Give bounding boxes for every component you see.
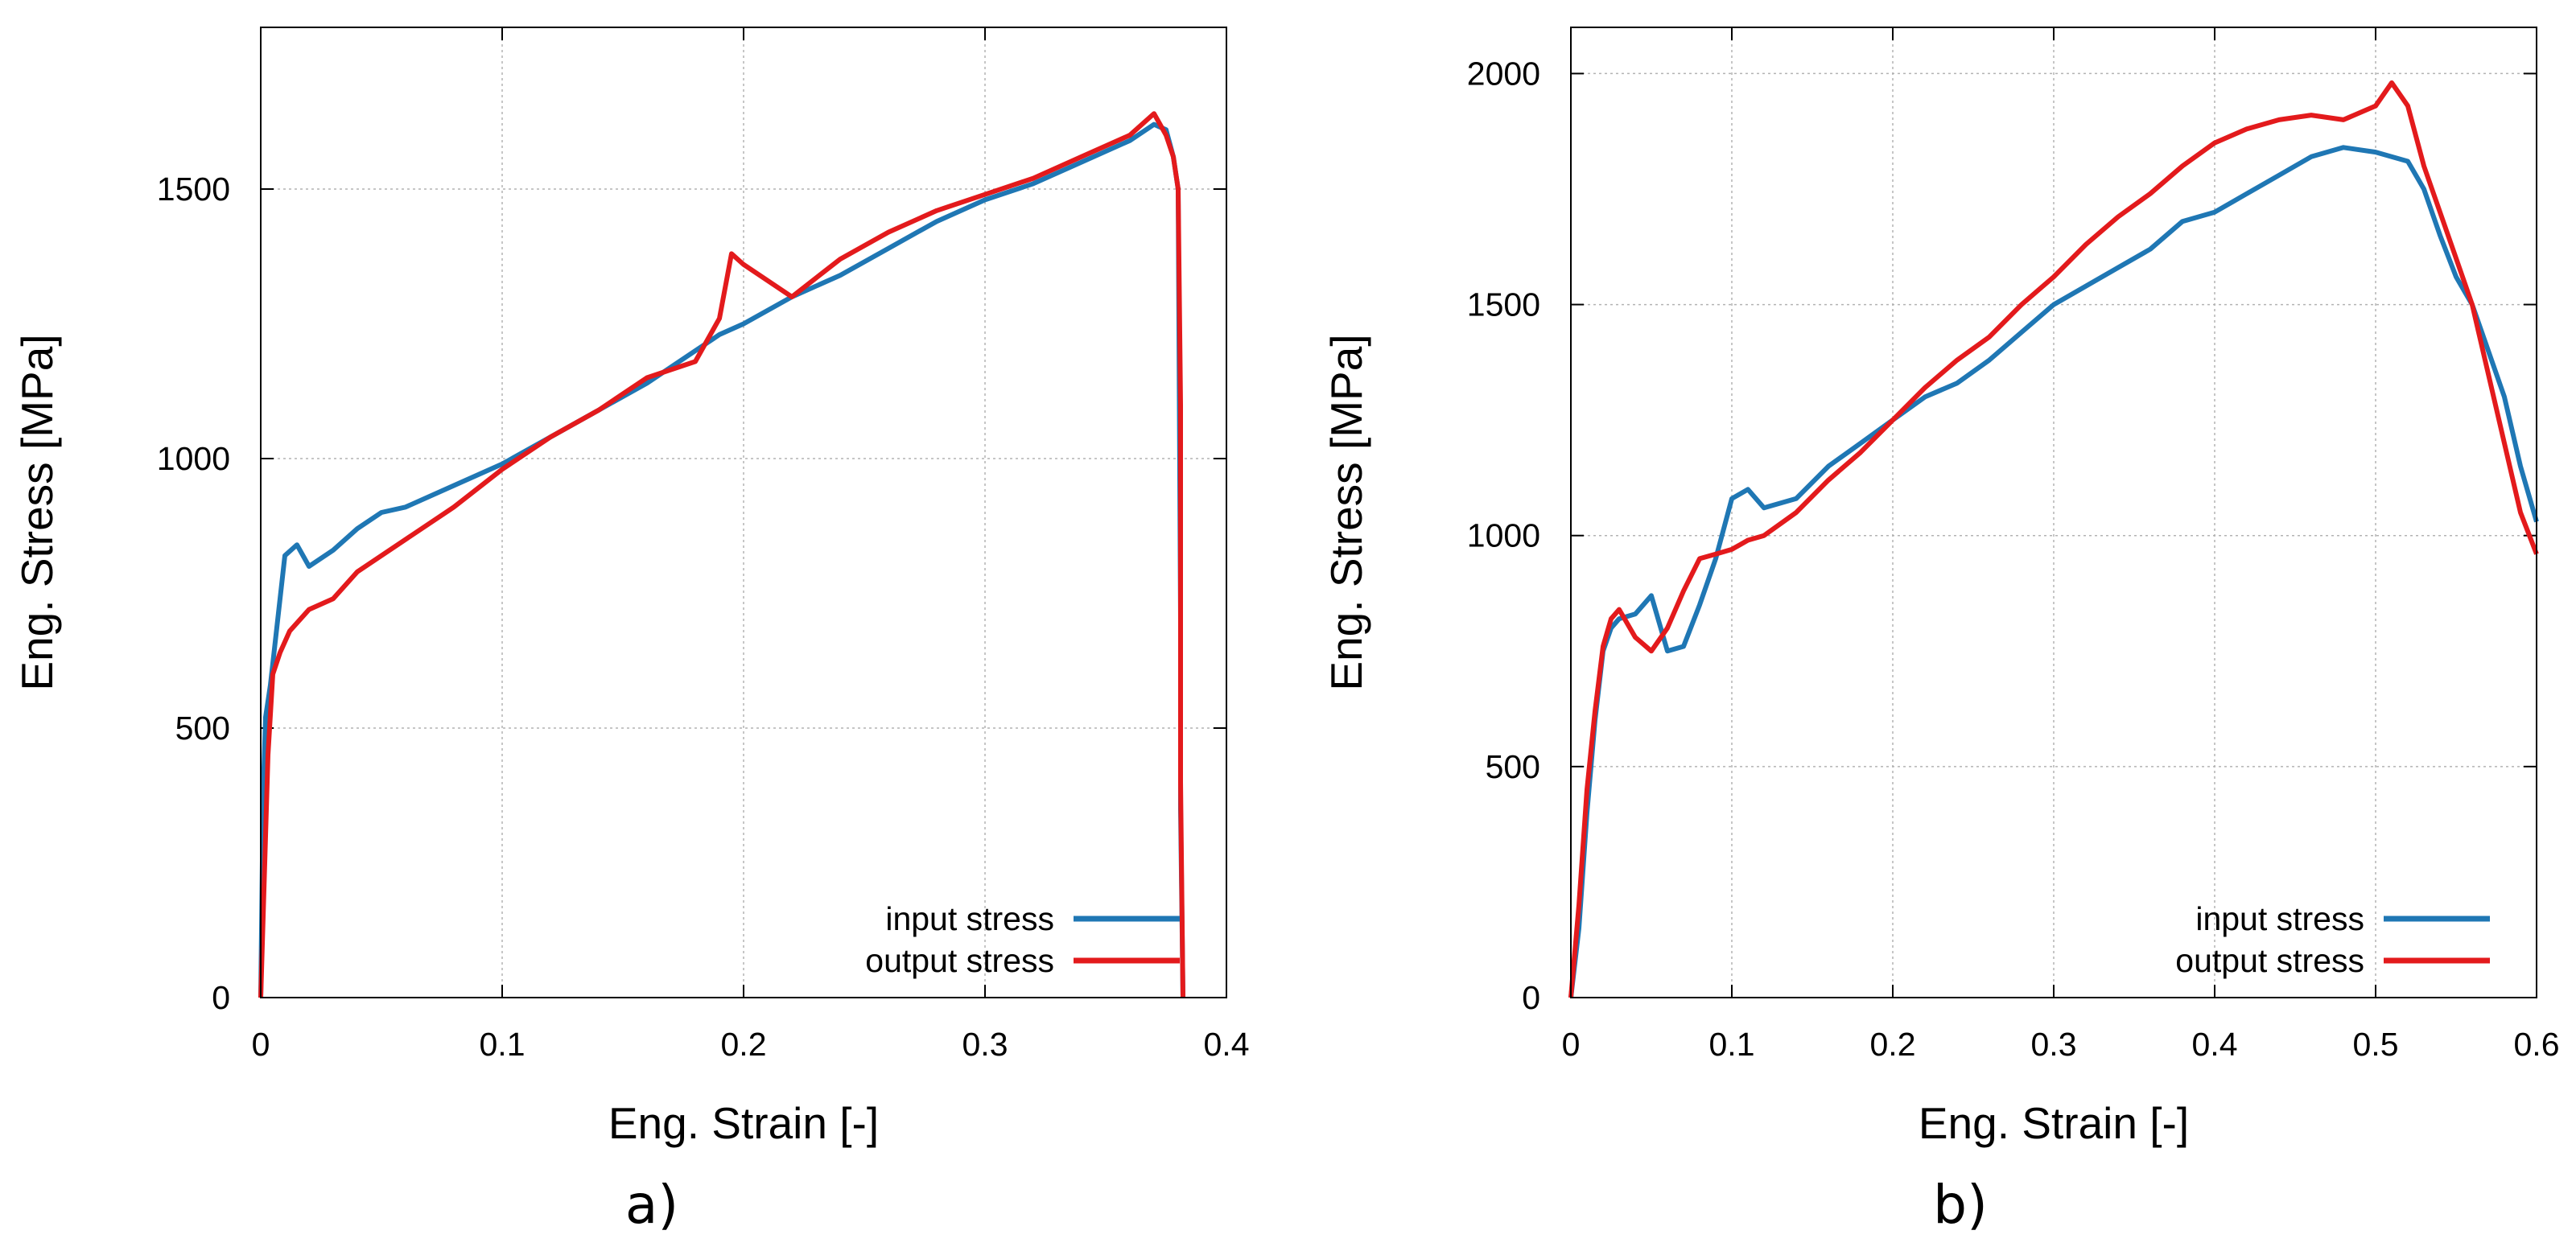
panel-b-y-tick-label: 1500 — [1467, 286, 1540, 323]
panel-b-label: b) — [1933, 1174, 1988, 1236]
panel-a-series-input-line — [258, 121, 1185, 998]
panel-b-series-output-line — [1568, 80, 2539, 998]
panel-a-plot-frame — [260, 27, 1227, 998]
panel-a-x-tick-label: 0.1 — [480, 1026, 526, 1063]
panel-b-x-tick-label: 0.4 — [2192, 1026, 2238, 1063]
panel-b-y-tick-label: 1000 — [1467, 517, 1540, 554]
panel-a-x-tick-label: 0.2 — [721, 1026, 767, 1063]
panel-a-series-output-line — [258, 111, 1185, 998]
panel-a-y-tick-label: 1000 — [157, 440, 230, 477]
panel-a-y-tick-label: 500 — [175, 710, 230, 747]
panel-b-legend-label-input: input stress — [2195, 900, 2364, 937]
panel-b-x-tick-label: 0.2 — [1870, 1026, 1916, 1063]
panel-b-x-tick-label: 0.5 — [2353, 1026, 2399, 1063]
panel-b-x-tick-label: 0 — [1562, 1026, 1581, 1063]
panel-b-x-tick-label: 0.6 — [2514, 1026, 2560, 1063]
panel-b-y-tick-label: 2000 — [1467, 55, 1540, 92]
panel-a-legend-label-input: input stress — [885, 900, 1054, 937]
panel-b-x-tick-label: 0.3 — [2031, 1026, 2077, 1063]
panel-b-legend-label-output: output stress — [2175, 942, 2364, 979]
panel-b-series-input-line — [1568, 145, 2539, 998]
panel-a-y-tick-label: 1500 — [157, 171, 230, 208]
panel-a-legend-label-output: output stress — [865, 942, 1054, 979]
panel-a-x-tick-label: 0.4 — [1204, 1026, 1250, 1063]
panel-a-label: a) — [625, 1174, 678, 1236]
panel-a-x-tick-label: 0.3 — [962, 1026, 1008, 1063]
panel-b-y-tick-label: 500 — [1486, 748, 1540, 785]
panel-b-x-axis-title: Eng. Strain [-] — [1919, 1098, 2189, 1148]
panel-a-y-axis-title: Eng. Stress [MPa] — [12, 334, 62, 690]
panel-a-x-tick-label: 0 — [252, 1026, 270, 1063]
panel-b-y-tick-label: 0 — [1522, 979, 1540, 1016]
panel-a-y-tick-label: 0 — [212, 979, 230, 1016]
panel-b-y-axis-title: Eng. Stress [MPa] — [1321, 334, 1371, 690]
panel-b-x-tick-label: 0.1 — [1709, 1026, 1755, 1063]
panel-b-plot-frame — [1570, 27, 2537, 998]
panel-a-x-axis-title: Eng. Strain [-] — [608, 1098, 879, 1148]
